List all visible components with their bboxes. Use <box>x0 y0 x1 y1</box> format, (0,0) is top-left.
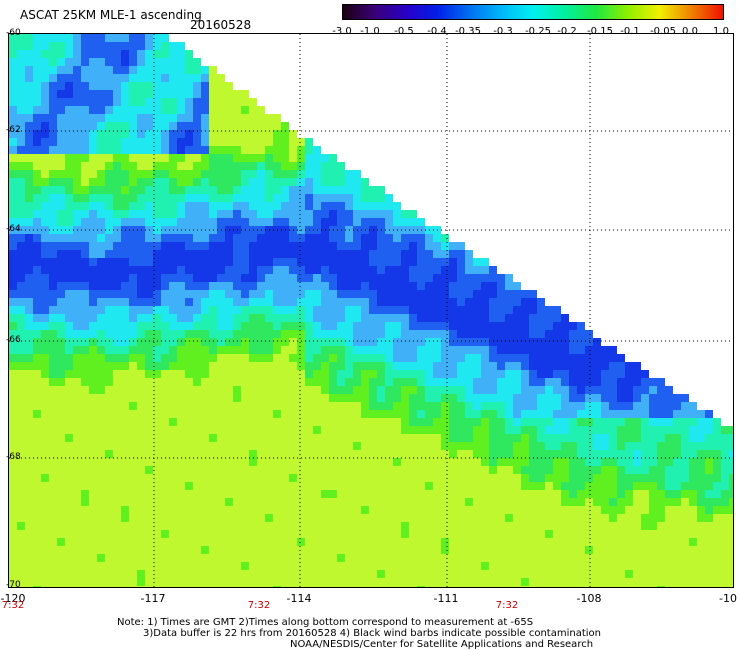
longitude-label: -120 <box>0 592 26 605</box>
latitude-label: -62 <box>6 125 21 135</box>
time-label: 7:32 <box>495 600 519 611</box>
wind-field-cells <box>9 34 733 587</box>
latitude-label: -64 <box>6 224 21 234</box>
wind-field-map <box>9 34 733 587</box>
latitude-label: -66 <box>6 335 21 345</box>
map-date: 20160528 <box>190 18 252 32</box>
colorbar-tick-label: -0.5 <box>394 26 414 37</box>
colorbar-tick-label: -0.3 <box>493 26 513 37</box>
longitude-label: -114 <box>286 592 312 605</box>
colorbar-tick-label: -0.25 <box>525 26 551 37</box>
colorbar-tick-label: -1.0 <box>360 26 380 37</box>
colorbar-tick-label: -0.2 <box>557 26 577 37</box>
colorbar-tick-label: -0.35 <box>455 26 481 37</box>
longitude-label: -108 <box>576 592 602 605</box>
colorbar-tick-label: 1.0 <box>713 26 729 37</box>
latitude-label: -70 <box>6 580 21 590</box>
latitude-label: -60 <box>6 28 21 38</box>
note-line-1: Note: 1) Times are GMT 2)Times along bot… <box>117 617 534 628</box>
time-label: 7:32 <box>247 600 271 611</box>
colorbar-tick-label: -0.15 <box>587 26 613 37</box>
colorbar-tick-label: 0.0 <box>682 26 698 37</box>
colorbar <box>342 4 724 20</box>
colorbar-tick-label: -0.4 <box>427 26 447 37</box>
colorbar-tick-label: -0.1 <box>620 26 640 37</box>
colorbar-tick-label: -0.05 <box>650 26 676 37</box>
note-line-2: 3)Data buffer is 22 hrs from 20160528 4)… <box>143 628 601 639</box>
longitude-label: -111 <box>433 592 459 605</box>
colorbar-tick-label: -3.0 <box>332 26 352 37</box>
latitude-label: -68 <box>6 452 21 462</box>
note-line-3: NOAA/NESDIS/Center for Satellite Applica… <box>290 639 594 650</box>
map-frame <box>8 33 734 588</box>
map-title: ASCAT 25KM MLE-1 ascending <box>20 8 202 22</box>
longitude-label: -117 <box>140 592 166 605</box>
time-label: 7:32 <box>1 600 25 611</box>
longitude-label: -10 <box>719 592 737 605</box>
